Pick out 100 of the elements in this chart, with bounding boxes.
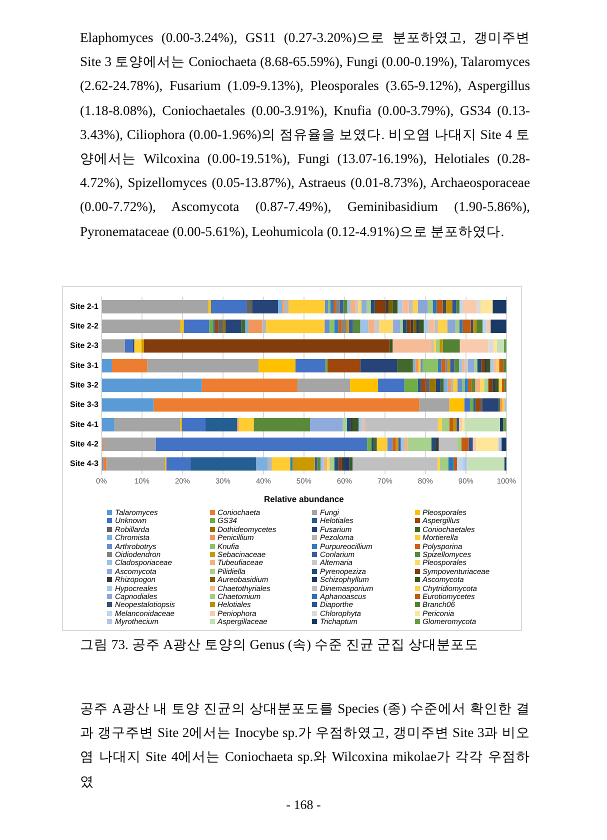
bar [415,358,419,372]
bar [468,438,473,451]
bar [362,418,366,432]
bar [147,358,259,372]
bar [481,358,485,372]
bar [453,378,458,392]
bar [503,418,506,432]
bar [488,378,492,392]
bar [338,457,342,471]
bar [347,300,351,314]
bar [114,418,180,432]
bar [262,320,266,333]
bar [346,320,349,333]
bar [493,358,497,372]
bar [447,320,456,333]
bar [480,300,493,314]
bar [336,300,340,314]
bar [428,320,435,333]
bar [404,378,418,392]
bar [461,438,469,451]
bar [412,300,418,314]
bar [388,300,393,314]
bar [436,339,440,353]
bar [502,378,504,392]
bar [102,438,156,451]
bar [360,320,368,333]
bar [352,457,438,471]
bar [418,378,421,392]
bar [292,457,315,471]
bar [442,418,450,432]
bar [366,300,371,314]
bar [166,457,191,471]
bar [463,457,468,471]
bar [392,438,396,451]
y-tick-label: Site 2-2 [70,322,99,331]
bar [343,300,348,314]
bar [468,378,472,392]
bar [284,300,289,314]
bar [422,358,438,372]
bar [334,320,338,333]
bar [102,300,208,314]
y-tick-label: Site 4-1 [70,420,99,429]
bar [448,358,450,372]
bar [245,320,248,333]
bar [407,438,432,451]
bar [495,378,499,392]
bar [418,320,424,333]
y-tick-label: Site 4-3 [70,459,99,468]
bar [432,300,437,314]
bar [452,300,456,314]
bar [365,418,438,432]
bar [457,457,464,471]
bar [268,457,272,471]
bar [468,358,474,372]
bar [440,339,443,353]
text: - 168 - [285,797,322,813]
bar [102,358,112,372]
bar [241,320,246,333]
bar [252,300,278,314]
bar [222,320,226,333]
bar [456,418,460,432]
bar [456,300,460,314]
bar [278,300,282,314]
bar [442,339,460,353]
bar [490,358,494,372]
bar [480,378,484,392]
bar [392,300,398,314]
bar [342,320,346,333]
bar [500,418,504,432]
bar [493,339,497,353]
bar [352,418,359,432]
bar [208,300,211,314]
bar [464,358,468,372]
bar [464,398,470,412]
bar [440,457,448,471]
bar [379,320,394,333]
bar [464,418,500,432]
bar [102,320,180,333]
x-axis-title: Relative abundance [264,494,344,504]
bar [338,320,342,333]
bar [471,378,476,392]
bar [333,300,336,314]
bar [106,457,166,471]
bar [482,398,499,412]
bar [206,418,238,432]
bar [392,339,432,353]
bar [406,320,411,333]
bar [102,418,114,432]
bar [334,457,338,471]
bar [436,378,440,392]
bar [438,320,448,333]
bar [210,300,246,314]
bar [182,418,206,432]
bar [348,320,353,333]
bar [431,438,436,451]
bar [361,300,367,314]
bar [352,320,360,333]
y-tick-label: Site 3-3 [70,400,99,410]
bar [378,378,404,392]
bar [248,320,262,333]
